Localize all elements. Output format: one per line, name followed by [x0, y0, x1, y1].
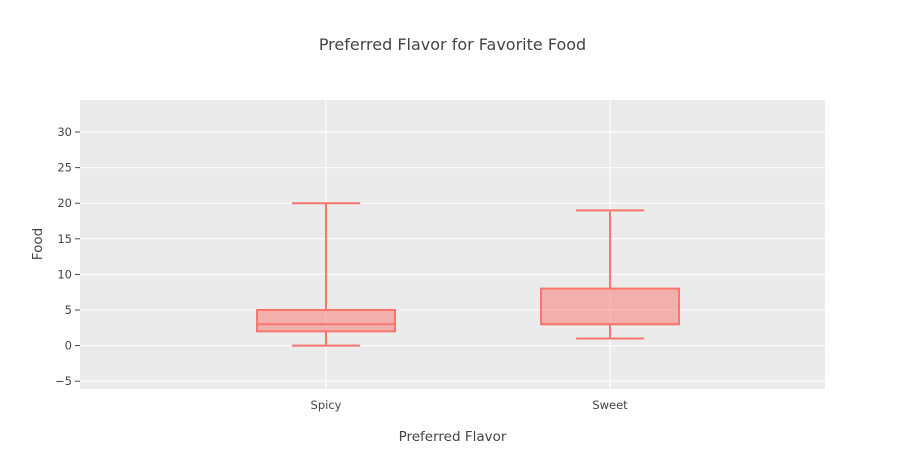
- iqr-box: [540, 287, 680, 326]
- y-tick-label: 30: [57, 125, 72, 139]
- box-sweet: [540, 209, 680, 340]
- box-plots: [256, 202, 680, 347]
- plot-area: [80, 100, 825, 389]
- y-axis-ticks: −5 0 5 10 15 20 25 30: [55, 125, 80, 388]
- x-tick-label: Sweet: [592, 398, 628, 412]
- x-axis-ticks: Spicy Sweet: [311, 398, 629, 412]
- y-tick-label: 15: [57, 232, 72, 246]
- y-tick-label: 10: [57, 267, 72, 281]
- iqr-box: [256, 308, 396, 333]
- y-tick-label: 5: [65, 303, 72, 317]
- y-tick-label: −5: [55, 374, 72, 388]
- y-tick-label: 0: [65, 339, 72, 353]
- y-tick-label: 20: [57, 196, 72, 210]
- y-tick-label: 25: [57, 161, 72, 175]
- y-axis-title: Food: [30, 228, 46, 260]
- box-spicy: [256, 202, 396, 347]
- chart-title: Preferred Flavor for Favorite Food: [319, 35, 586, 54]
- x-axis-title: Preferred Flavor: [399, 429, 507, 445]
- x-tick-label: Spicy: [311, 398, 342, 412]
